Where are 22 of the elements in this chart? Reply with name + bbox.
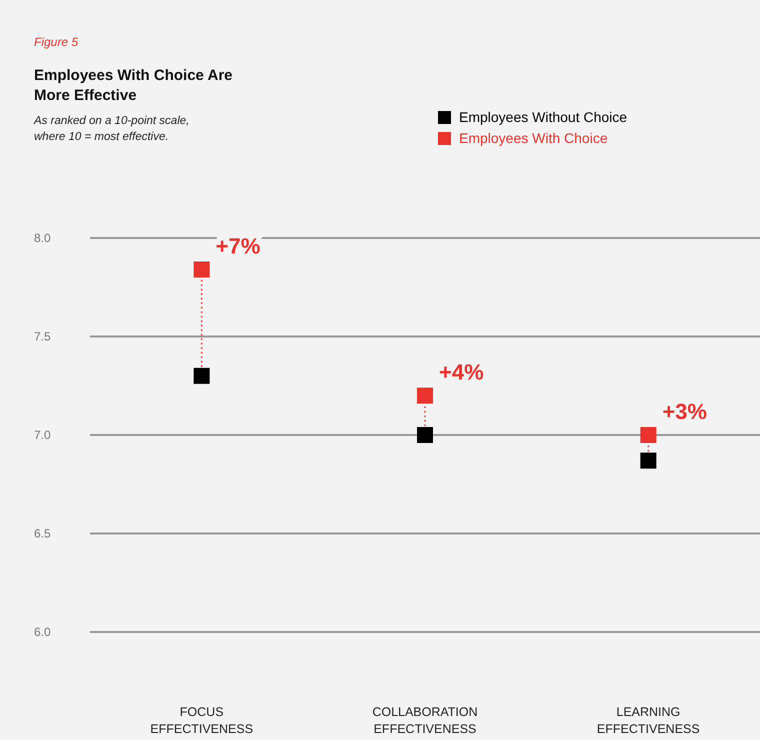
x-tick-label: LEARNING EFFECTIVENESS	[596, 705, 700, 736]
point	[417, 427, 433, 443]
y-tick-label: 7.5	[34, 330, 52, 344]
annotation: +7%	[216, 234, 260, 259]
point	[640, 427, 656, 443]
legend-label: Employees Without Choice	[459, 109, 628, 125]
y-tick-label: 7.0	[34, 428, 52, 442]
point	[640, 452, 656, 469]
y-tick-label: 6.5	[34, 526, 52, 540]
caption: Figure 5	[34, 35, 78, 49]
chart-subtitle: As ranked on a 10-point scale, where 10 = most effective.	[33, 115, 190, 143]
legend-label: Employees With Choice	[459, 130, 608, 146]
y-tick-label: 6.0	[34, 625, 52, 639]
point	[194, 262, 210, 278]
annotation: +3%	[662, 399, 707, 424]
annotation: +4%	[439, 360, 484, 385]
point	[194, 368, 210, 384]
chart-title: Employees With Choice Are More Effective	[34, 67, 233, 104]
point	[417, 388, 433, 404]
x-tick-label: COLLABORATION EFFECTIVENESS	[372, 705, 478, 736]
y-tick-label: 8.0	[34, 231, 52, 245]
x-tick-label: FOCUS EFFECTIVENESS	[150, 705, 254, 736]
